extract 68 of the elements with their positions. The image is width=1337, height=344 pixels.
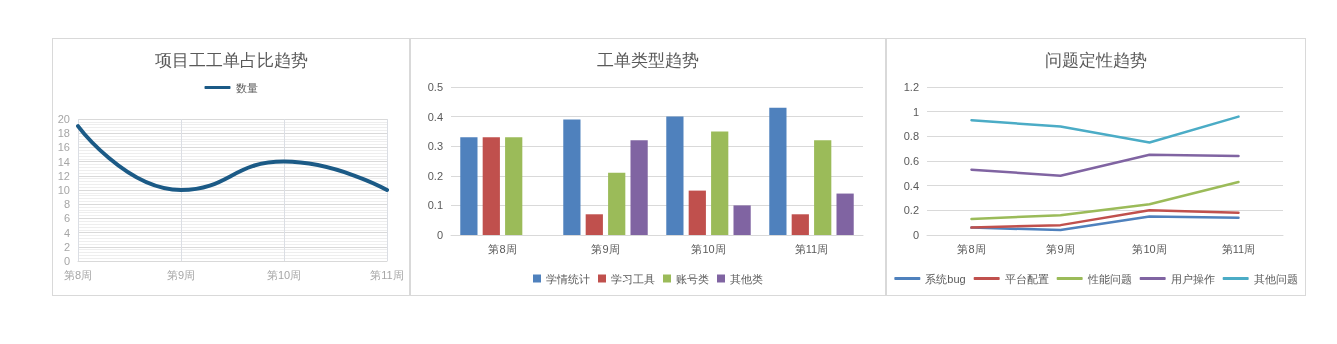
bar [836, 193, 854, 235]
y-tick-label: 0.4 [903, 179, 919, 192]
legend-label: 系统bug [925, 272, 966, 285]
x-tick-label: 第11周 [1221, 242, 1256, 255]
x-tick-label: 第10周 [1132, 242, 1167, 255]
legend-label: 数量 [235, 81, 258, 94]
y-tick-label: 0.6 [903, 155, 919, 167]
y-tick-label: 6 [63, 212, 70, 225]
bar [585, 214, 603, 235]
y-tick-label: 4 [63, 226, 70, 239]
y-tick-label: 2 [63, 240, 70, 253]
legend-label: 其他问题 [1253, 272, 1298, 285]
y-tick-label: 0.2 [427, 169, 443, 182]
bar [460, 137, 478, 235]
bar [666, 116, 684, 235]
line-series [970, 115, 1240, 144]
chart-title: 问题定性趋势 [1045, 51, 1147, 70]
bar [482, 137, 500, 235]
x-tick-label: 第8周 [957, 242, 986, 255]
line-series [970, 153, 1240, 178]
chart-title: 工单类型趋势 [597, 51, 699, 70]
x-tick-label: 第9周 [166, 268, 196, 281]
y-tick-label: 8 [63, 198, 70, 211]
y-tick-label: 14 [57, 155, 70, 168]
bar [711, 131, 729, 235]
legend-label: 用户操作 [1170, 272, 1215, 285]
chart-title: 项目工工单占比趋势 [154, 51, 308, 70]
y-tick-label: 0 [63, 255, 70, 267]
x-tick-label: 第8周 [63, 268, 93, 281]
y-tick-label: 0 [912, 229, 919, 241]
legend-label: 学情统计 [546, 272, 590, 285]
bar [630, 140, 648, 235]
bar [791, 214, 809, 235]
y-tick-label: 0 [436, 229, 443, 241]
y-tick-label: 1.2 [903, 81, 919, 93]
legend-label: 性能问题 [1086, 272, 1132, 285]
y-tick-label: 1 [912, 105, 919, 118]
y-tick-label: 18 [57, 127, 70, 140]
y-tick-label: 20 [57, 113, 70, 125]
legend-label: 其他类 [730, 272, 763, 285]
line-series [970, 209, 1240, 229]
x-tick-label: 第11周 [370, 268, 404, 281]
x-tick-label: 第10周 [266, 268, 302, 281]
y-tick-label: 0.8 [903, 130, 919, 143]
legend-label: 账号类 [676, 272, 709, 285]
x-tick-label: 第9周 [1046, 242, 1075, 255]
bar [608, 172, 626, 235]
bar [688, 190, 706, 235]
bar [769, 107, 787, 235]
y-tick-label: 0.1 [427, 199, 443, 212]
x-tick-label: 第10周 [691, 242, 726, 255]
x-tick-label: 第11周 [794, 242, 829, 255]
bar [733, 205, 751, 235]
y-tick-label: 0.3 [427, 140, 443, 153]
y-tick-label: 0.2 [903, 204, 919, 217]
bar [505, 137, 523, 235]
y-tick-label: 0.4 [427, 110, 443, 123]
line-series [970, 180, 1240, 221]
legend-label: 平台配置 [1004, 272, 1049, 285]
x-tick-label: 第8周 [488, 242, 517, 255]
x-tick-label: 第9周 [591, 242, 620, 255]
bar [814, 140, 832, 235]
legend-label: 学习工具 [611, 272, 655, 285]
y-tick-label: 16 [57, 141, 70, 154]
y-tick-label: 10 [57, 184, 70, 196]
y-tick-label: 12 [57, 169, 70, 182]
bar [563, 119, 581, 235]
y-tick-label: 0.5 [427, 81, 443, 93]
